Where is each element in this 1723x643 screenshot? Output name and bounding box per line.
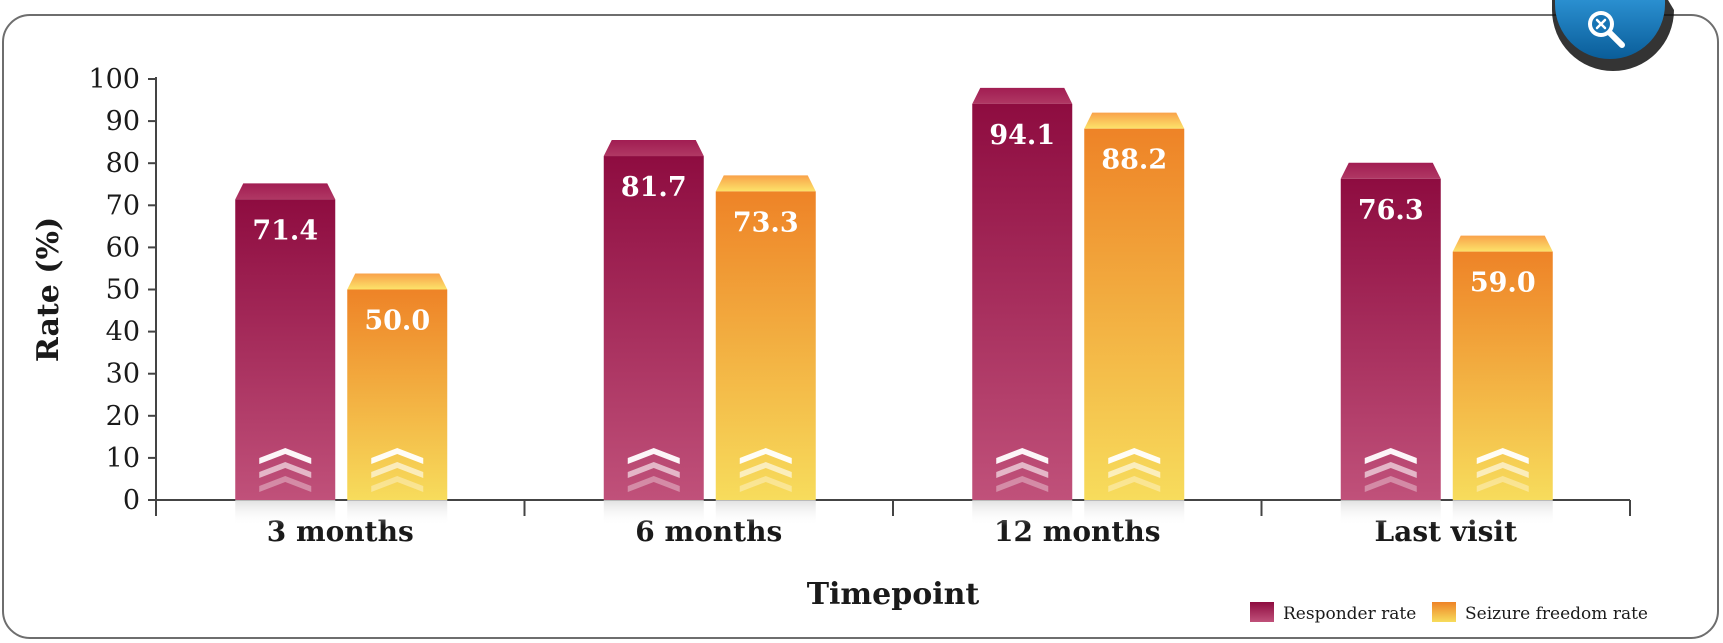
chevron-stripe bbox=[1476, 462, 1529, 478]
chevron-stripe bbox=[1364, 448, 1417, 464]
bar-shadow bbox=[603, 500, 704, 526]
responder-bar-cap bbox=[1340, 162, 1441, 179]
chevron-up-icon bbox=[1364, 448, 1417, 492]
seizure-freedom-bar-cap bbox=[715, 175, 816, 192]
chevron-stripe bbox=[371, 476, 424, 492]
chevron-up-icon bbox=[627, 448, 680, 492]
y-tick-label: 10 bbox=[106, 443, 140, 474]
chevron-stripe bbox=[739, 476, 792, 492]
y-axis: 0 10 20 30 40 50 60 70 80 90 100 bbox=[88, 64, 157, 516]
zoom-icon bbox=[1588, 11, 1625, 48]
y-tick-label: 70 bbox=[106, 190, 140, 221]
responder-rate-bar bbox=[972, 103, 1073, 501]
zoom-button[interactable] bbox=[1552, 0, 1674, 72]
chevron-up-icon bbox=[371, 448, 424, 492]
y-tick-label: 30 bbox=[106, 359, 140, 390]
chevron-up-icon bbox=[259, 448, 312, 492]
chevron-stripe bbox=[739, 462, 792, 478]
bar-shadow bbox=[972, 500, 1073, 526]
bar-shadow bbox=[1452, 500, 1553, 526]
chevron-up-icon bbox=[996, 448, 1049, 492]
y-tick-label: 20 bbox=[106, 401, 140, 432]
legend-seizure-freedom-label: Seizure freedom rate bbox=[1465, 604, 1648, 624]
chevron-stripe bbox=[627, 448, 680, 464]
responder-value-label: 71.4 bbox=[252, 215, 318, 246]
bar-shadow bbox=[1084, 500, 1185, 526]
y-tick-label: 90 bbox=[106, 106, 140, 137]
chevron-stripe bbox=[1108, 476, 1161, 492]
bar-shadow bbox=[235, 500, 336, 526]
seizure-freedom-bar-cap bbox=[347, 273, 448, 290]
legend-responder-label: Responder rate bbox=[1283, 604, 1416, 624]
chevron-stripe bbox=[259, 476, 312, 492]
y-tick-label: 40 bbox=[106, 317, 140, 348]
chevron-stripe bbox=[1108, 448, 1161, 464]
chevron-stripe bbox=[371, 462, 424, 478]
seizure-freedom-value-label: 50.0 bbox=[364, 306, 430, 337]
y-tick-label: 100 bbox=[88, 64, 140, 95]
chevron-up-icon bbox=[1476, 448, 1529, 492]
seizure-freedom-value-label: 88.2 bbox=[1101, 145, 1167, 176]
responder-rate-bar bbox=[603, 156, 704, 500]
responder-rate-bar bbox=[1340, 178, 1441, 501]
chevron-stripe bbox=[1476, 448, 1529, 464]
chevron-stripe bbox=[259, 462, 312, 478]
bar-shadow bbox=[1340, 500, 1441, 526]
y-tick-label: 50 bbox=[106, 275, 140, 306]
y-tick-label: 60 bbox=[106, 232, 140, 263]
legend: Responder rate Seizure freedom rate bbox=[1250, 602, 1648, 624]
y-tick-label: 80 bbox=[106, 148, 140, 179]
legend-responder-swatch bbox=[1250, 602, 1274, 622]
chevron-stripe bbox=[1364, 462, 1417, 478]
responder-value-label: 76.3 bbox=[1358, 195, 1424, 226]
bar-shadow bbox=[715, 500, 816, 526]
chevron-stripe bbox=[739, 448, 792, 464]
responder-value-label: 94.1 bbox=[989, 120, 1055, 151]
seizure-freedom-value-label: 73.3 bbox=[733, 207, 799, 238]
chevron-stripe bbox=[627, 476, 680, 492]
seizure-freedom-value-label: 59.0 bbox=[1470, 268, 1536, 299]
chevron-stripe bbox=[1476, 476, 1529, 492]
bar-shadow bbox=[347, 500, 448, 526]
chevron-up-icon bbox=[1108, 448, 1161, 492]
chevron-up-icon bbox=[739, 448, 792, 492]
chevron-stripe bbox=[996, 448, 1049, 464]
x-axis-title: Timepoint bbox=[807, 577, 980, 612]
chevron-stripe bbox=[996, 462, 1049, 478]
chevron-stripe bbox=[1364, 476, 1417, 492]
responder-bar-cap bbox=[972, 87, 1073, 104]
chevron-stripe bbox=[996, 476, 1049, 492]
seizure-freedom-bar-cap bbox=[1084, 112, 1185, 129]
responder-bar-cap bbox=[603, 140, 704, 157]
y-axis-title: Rate (%) bbox=[31, 217, 66, 362]
chevron-stripe bbox=[371, 448, 424, 464]
chevron-stripe bbox=[259, 448, 312, 464]
responder-bar-cap bbox=[235, 183, 336, 200]
legend-seizure-freedom-swatch bbox=[1432, 602, 1456, 622]
seizure-freedom-rate-bar bbox=[1084, 128, 1185, 501]
seizure-freedom-bar-cap bbox=[1452, 235, 1553, 252]
bars-group: 71.4 50.0 81.7 73.3 94.1 88.2 76.3 59.0 bbox=[235, 87, 1553, 526]
responder-value-label: 81.7 bbox=[621, 172, 687, 203]
chevron-stripe bbox=[627, 462, 680, 478]
seizure-freedom-rate-bar bbox=[1452, 251, 1553, 500]
chevron-stripe bbox=[1108, 462, 1161, 478]
y-tick-label: 0 bbox=[123, 485, 140, 516]
